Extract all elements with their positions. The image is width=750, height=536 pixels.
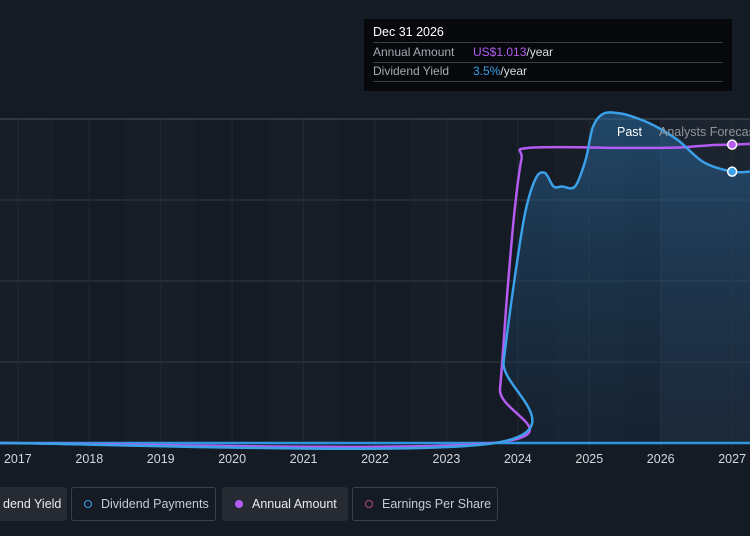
legend-earnings-per-share-label: Earnings Per Share bbox=[382, 497, 492, 511]
legend-earnings-per-share[interactable]: Earnings Per Share bbox=[352, 487, 498, 521]
dividend-payments-area bbox=[0, 112, 750, 449]
legend-dividend-payments[interactable]: Dividend Payments bbox=[71, 487, 216, 521]
x-tick-label: 2017 bbox=[4, 452, 32, 466]
tooltip-amount-value: US$1.013/year bbox=[473, 43, 553, 62]
legend-annual-amount-label: Annual Amount bbox=[252, 497, 337, 511]
tooltip-yield-number: 3.5% bbox=[473, 64, 501, 78]
x-tick-label: 2024 bbox=[504, 452, 532, 466]
highlight-point bbox=[726, 166, 738, 177]
tooltip-yield-label: Dividend Yield bbox=[373, 64, 450, 78]
legend-dividend-yield[interactable]: dend Yield bbox=[0, 487, 67, 521]
tooltip-yield-row: Dividend Yield 3.5%/year bbox=[373, 62, 723, 82]
hollow-dot-icon bbox=[84, 500, 92, 508]
legend-dividend-yield-label: dend Yield bbox=[3, 497, 62, 511]
tooltip-amount-number: US$1.013 bbox=[473, 45, 527, 59]
highlight-point bbox=[726, 139, 738, 150]
tooltip-amount-unit: /year bbox=[526, 45, 554, 59]
tooltip-amount-label: Annual Amount bbox=[373, 45, 455, 59]
hollow-dot-icon bbox=[365, 500, 373, 508]
filled-dot-icon bbox=[235, 500, 243, 508]
forecast-label: Analysts Forecas bbox=[659, 125, 750, 139]
x-tick-label: 2025 bbox=[575, 452, 603, 466]
x-tick-label: 2026 bbox=[647, 452, 675, 466]
x-tick-label: 2019 bbox=[147, 452, 175, 466]
x-tick-label: 2022 bbox=[361, 452, 389, 466]
dividend-payments-line bbox=[0, 111, 750, 451]
x-tick-label: 2020 bbox=[218, 452, 246, 466]
tooltip-yield-value: 3.5%/year bbox=[473, 62, 527, 81]
x-tick-label: 2027 bbox=[718, 452, 746, 466]
tooltip-yield-unit: /year bbox=[500, 64, 528, 78]
past-label: Past bbox=[617, 125, 643, 139]
x-tick-label: 2023 bbox=[433, 452, 461, 466]
tooltip-amount-row: Annual Amount US$1.013/year bbox=[373, 43, 723, 63]
tooltip: Dec 31 2026 Annual Amount US$1.013/year … bbox=[364, 19, 732, 91]
legend-dividend-payments-label: Dividend Payments bbox=[101, 497, 209, 511]
x-tick-label: 2018 bbox=[75, 452, 103, 466]
tooltip-date: Dec 31 2026 bbox=[373, 23, 723, 43]
x-tick-label: 2021 bbox=[290, 452, 318, 466]
legend-annual-amount[interactable]: Annual Amount bbox=[222, 487, 348, 521]
